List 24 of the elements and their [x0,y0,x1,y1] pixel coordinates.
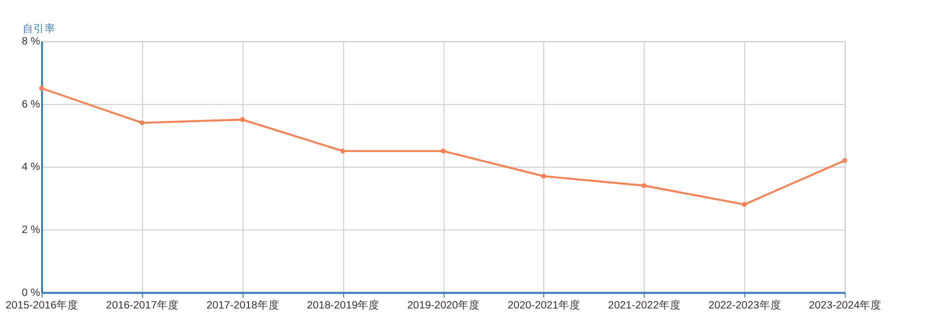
x-tick-label: 2020-2021年度 [508,298,580,312]
y-axis-title: 自引率 [22,22,56,35]
x-tick-label: 2021-2022年度 [608,298,681,312]
point [39,86,44,91]
x-tick-label: 2015-2016年度 [6,298,78,312]
y-tick-label: 6 % [22,98,41,110]
x-tick-label: 2023-2024年度 [808,298,882,312]
x-tick-label: 2019-2020年度 [407,298,480,312]
x-tick-label: 2018-2019年度 [306,298,380,312]
x-tick-label: 2017-2018年度 [206,298,280,312]
point [440,148,446,154]
y-tick-label: 2 % [22,224,41,236]
point [240,117,245,122]
point [340,148,346,154]
y-tick-label: 8 % [22,35,41,48]
point [842,158,848,163]
x-tick-label: 2016-2017年度 [106,298,179,312]
point [642,183,646,188]
x-tick-label: 2022-2023年度 [708,298,782,312]
point [541,174,546,179]
point [140,120,144,126]
point [742,202,747,207]
y-tick-label: 4 % [22,161,41,174]
y-tick-label: 0 % [22,286,41,299]
